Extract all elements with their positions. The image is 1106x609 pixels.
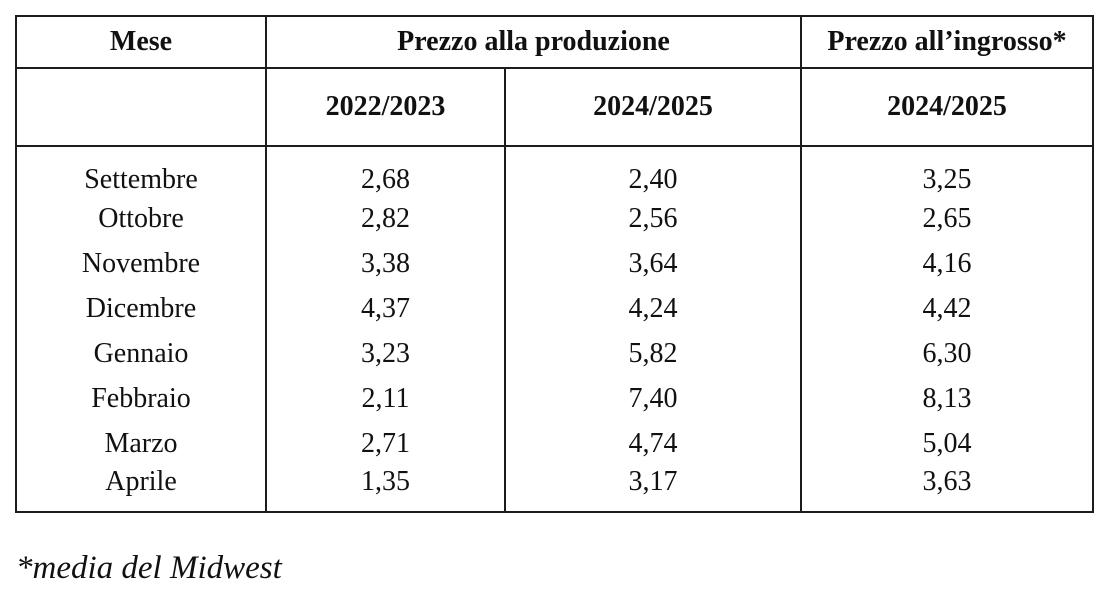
cell-ingr-2024-2025: 4,42 bbox=[800, 286, 1094, 331]
header-prezzo-ingrosso: Prezzo all’ingrosso* bbox=[800, 15, 1094, 69]
table-row: Dicembre 4,37 4,24 4,42 bbox=[15, 286, 1094, 331]
cell-ingr-2024-2025: 3,25 bbox=[800, 146, 1094, 196]
cell-ingr-2024-2025: 4,16 bbox=[800, 241, 1094, 286]
footnote: *media del Midwest bbox=[16, 550, 282, 586]
header-row-seasons: 2022/2023 2024/2025 2024/2025 bbox=[15, 67, 1094, 147]
table-row: Febbraio 2,11 7,40 8,13 bbox=[15, 376, 1094, 421]
header-empty-cell bbox=[15, 67, 267, 147]
cell-prod-2024-2025: 4,24 bbox=[504, 286, 802, 331]
cell-prod-2022-2023: 3,23 bbox=[265, 331, 506, 376]
table-row: Aprile 1,35 3,17 3,63 bbox=[15, 466, 1094, 512]
cell-month: Ottobre bbox=[15, 196, 267, 241]
cell-prod-2024-2025: 5,82 bbox=[504, 331, 802, 376]
cell-prod-2024-2025: 4,74 bbox=[504, 421, 802, 466]
cell-ingr-2024-2025: 6,30 bbox=[800, 331, 1094, 376]
cell-month: Settembre bbox=[15, 146, 267, 196]
header-mese: Mese bbox=[15, 15, 267, 69]
table-row: Settembre 2,68 2,40 3,25 bbox=[15, 146, 1094, 196]
cell-prod-2024-2025: 7,40 bbox=[504, 376, 802, 421]
table-row: Novembre 3,38 3,64 4,16 bbox=[15, 241, 1094, 286]
header-season-2024-2025-ingrosso: 2024/2025 bbox=[800, 67, 1094, 147]
price-table: Mese Prezzo alla produzione Prezzo all’i… bbox=[15, 15, 1094, 513]
header-prezzo-produzione: Prezzo alla produzione bbox=[265, 15, 802, 69]
header-season-2024-2025-produzione: 2024/2025 bbox=[504, 67, 802, 147]
table-header: Mese Prezzo alla produzione Prezzo all’i… bbox=[15, 15, 1094, 147]
cell-prod-2022-2023: 2,82 bbox=[265, 196, 506, 241]
cell-month: Dicembre bbox=[15, 286, 267, 331]
header-row-groups: Mese Prezzo alla produzione Prezzo all’i… bbox=[15, 15, 1094, 69]
cell-month: Marzo bbox=[15, 421, 267, 466]
cell-prod-2024-2025: 2,56 bbox=[504, 196, 802, 241]
cell-ingr-2024-2025: 8,13 bbox=[800, 376, 1094, 421]
cell-prod-2022-2023: 2,71 bbox=[265, 421, 506, 466]
table-row: Gennaio 3,23 5,82 6,30 bbox=[15, 331, 1094, 376]
cell-month: Gennaio bbox=[15, 331, 267, 376]
cell-prod-2022-2023: 2,11 bbox=[265, 376, 506, 421]
cell-ingr-2024-2025: 2,65 bbox=[800, 196, 1094, 241]
cell-month: Febbraio bbox=[15, 376, 267, 421]
cell-prod-2024-2025: 3,17 bbox=[504, 466, 802, 512]
cell-prod-2024-2025: 2,40 bbox=[504, 146, 802, 196]
table-row: Ottobre 2,82 2,56 2,65 bbox=[15, 196, 1094, 241]
cell-prod-2022-2023: 4,37 bbox=[265, 286, 506, 331]
table-row: Marzo 2,71 4,74 5,04 bbox=[15, 421, 1094, 466]
cell-prod-2024-2025: 3,64 bbox=[504, 241, 802, 286]
table-body: Settembre 2,68 2,40 3,25 Ottobre 2,82 2,… bbox=[15, 146, 1094, 512]
header-season-2022-2023: 2022/2023 bbox=[265, 67, 506, 147]
cell-ingr-2024-2025: 5,04 bbox=[800, 421, 1094, 466]
cell-prod-2022-2023: 1,35 bbox=[265, 466, 506, 512]
cell-month: Aprile bbox=[15, 466, 267, 512]
cell-month: Novembre bbox=[15, 241, 267, 286]
cell-prod-2022-2023: 3,38 bbox=[265, 241, 506, 286]
cell-ingr-2024-2025: 3,63 bbox=[800, 466, 1094, 512]
cell-prod-2022-2023: 2,68 bbox=[265, 146, 506, 196]
